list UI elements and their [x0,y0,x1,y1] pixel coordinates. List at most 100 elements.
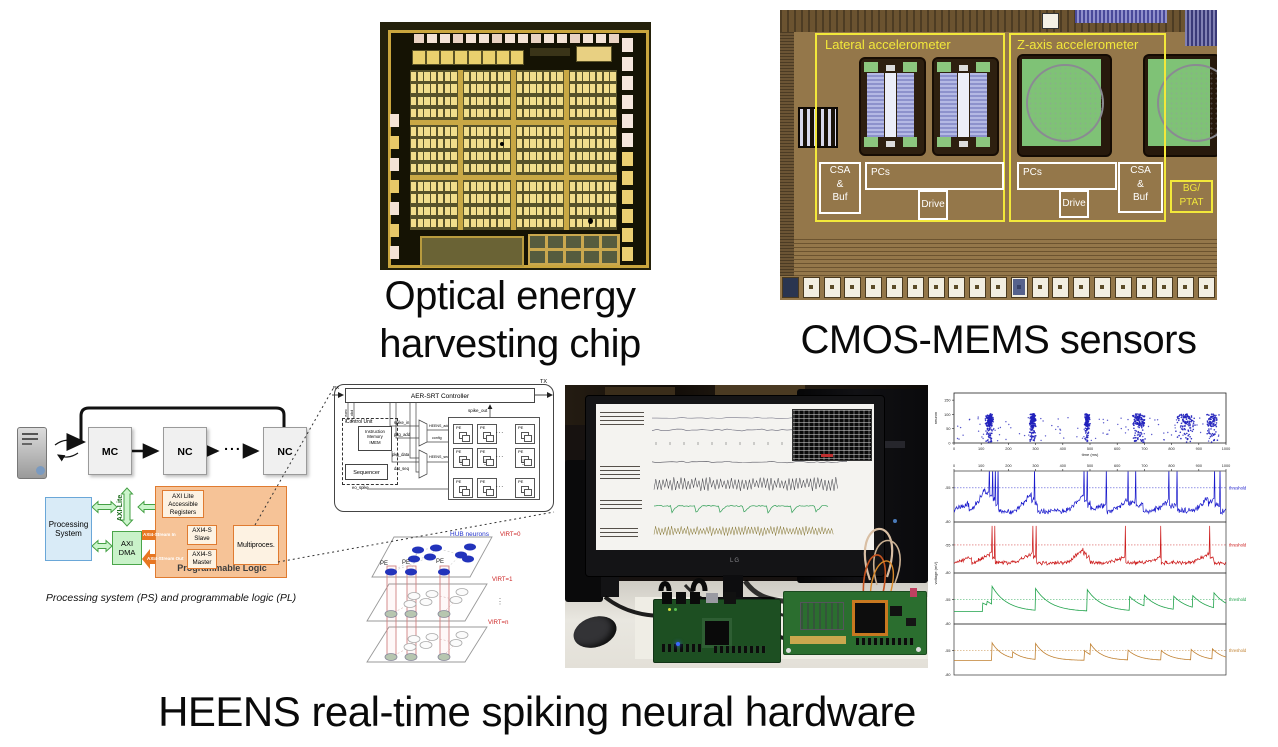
spike-dot [1194,424,1196,426]
photodiode-cell [490,108,497,118]
board-header [714,646,766,653]
photodiode-cell [424,96,430,106]
spike-dot [1140,419,1142,421]
terminal-text-lines [600,412,644,428]
spike-dot [989,433,991,436]
cmos-caption: CMOS-MEMS sensors [800,318,1198,362]
anchor-tab [959,141,968,147]
standoff [786,648,791,653]
spike-dot [1090,439,1092,442]
spike-dot [1183,420,1185,422]
spike-dot [988,419,990,422]
spike-dot [1208,419,1210,421]
pe-array-box: PE PE PE PE PE PE PE PE PE......... ⋮ ⋮ ⋮ [448,417,540,500]
spike-dot [1005,421,1007,423]
chain-ellipsis: ... [224,437,242,453]
bond-pad [492,34,502,43]
memory-dump-window [792,409,872,461]
monitor-screen [596,404,874,550]
bond-pad [622,38,633,52]
spike-dot [1018,433,1021,435]
virtual-neuron-active [404,653,418,661]
charts-svg: 0 50 100 150 0 100 200 300 400 500 600 700 800 900 100… [933,392,1247,677]
spike-dot [1055,428,1057,431]
photodiode-cell [417,194,424,203]
spike-dot [1206,413,1208,416]
volt-xtick-label: 600 [1114,464,1120,468]
board-connector [690,592,700,604]
spike-dot [1187,416,1189,418]
virtual-neuron-active [384,610,398,618]
volt-ytick-label: -55 [945,486,951,490]
photodiode-cell [570,96,576,106]
heens-add-label: HEENS_add [429,424,450,428]
spike-dot [989,440,991,443]
photodiode-cell [530,96,536,106]
spike-dot [985,422,988,425]
photodiode-cell [603,96,609,106]
spike-dot [1040,417,1042,420]
photodiode-cell [411,206,417,216]
spike-dot [1214,433,1216,435]
spike-dot [1089,422,1091,425]
bond-pad [518,34,528,43]
bond-pad [622,171,633,185]
photodiode-cell [431,72,437,81]
photodiode-cell [517,194,523,203]
photodiode-cell [543,72,550,81]
spike-dot [1032,418,1035,421]
spike-dot [1189,436,1191,438]
spike-dot [1139,432,1141,434]
bond-pad [390,202,399,215]
pcs-left-label: PCs [871,167,890,178]
spike-dot [1151,433,1153,436]
spike-dot [1193,420,1195,423]
photodiode-cell [603,139,609,148]
photodiode-cell [417,163,424,173]
grid-cell [548,236,563,248]
photodiode-cell [596,72,603,81]
photodiode-cell [523,206,530,216]
terminal-text-lines [600,466,640,480]
spike-dot [1140,424,1143,426]
spike-dot [990,420,993,422]
spike-dot [1185,420,1187,423]
spike-dot [1174,427,1176,429]
dat-seq-label: dat_seq [394,465,409,471]
board-edge-connector [790,636,846,644]
photodiode-cell [537,108,543,118]
spike-dot [1135,430,1138,432]
photodiode-cell [523,194,530,203]
spike-dot [1135,439,1137,442]
spike-dot [992,418,994,420]
synapse-line [443,599,457,613]
photodiode-cell [470,182,477,191]
hub-neuron [405,568,417,576]
photodiode-cell [590,218,596,228]
axi-dma-box: AXI DMA [112,531,142,565]
spike-dot [1182,416,1185,419]
photodiode-cell [517,108,523,118]
spike-dot [1144,438,1146,440]
photodiode-cell [576,218,583,228]
spike-dot [1083,428,1085,430]
pad-probe-mark [912,285,917,289]
die-row-texture [780,238,1217,276]
photodiode-cell [603,182,609,191]
photodiode-cell [550,151,556,161]
proof-mass [958,73,969,137]
spike-dot [1213,429,1216,431]
spike-dot [1180,414,1182,416]
photodiode-cell [497,194,503,203]
spike-dot [962,434,964,436]
spike-dot [1210,413,1213,415]
photodiode-cell [550,194,556,203]
photodiode-cell [484,163,490,173]
photodiode-cell [523,127,530,136]
bond-pad [390,246,399,259]
photodiode-cell [517,163,523,173]
spike-dot [1141,422,1144,424]
spike-dot [977,416,979,418]
spike-dot [1088,417,1090,420]
spike-dot [1215,423,1217,426]
